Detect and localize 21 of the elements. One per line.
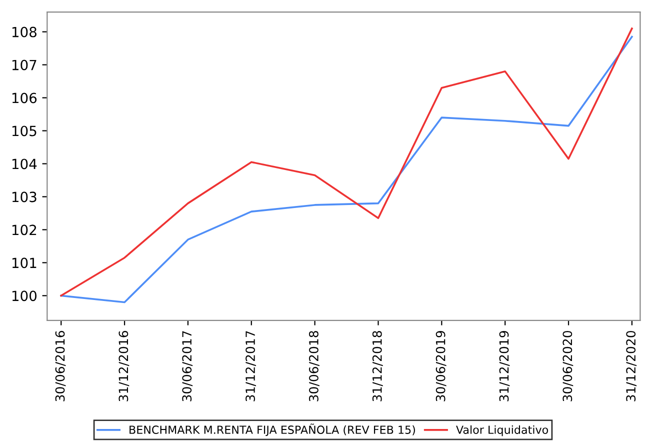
y-tick-label: 105 <box>12 126 36 136</box>
x-tick-label: 30/06/2016 <box>55 330 66 402</box>
x-tick-label: 31/12/2017 <box>246 331 256 402</box>
x-tick-label: 31/12/2019 <box>499 331 510 402</box>
legend-label: BENCHMARK M.RENTA FIJA ESPAÑOLA (REV FEB 15) <box>130 424 415 436</box>
legend-label: Valor Liquidativo <box>456 425 548 436</box>
x-tick-label: 30/06/2019 <box>436 331 446 402</box>
y-tick-label: 102 <box>12 224 36 236</box>
x-tick-label: 31/12/2020 <box>626 330 637 402</box>
x-tick-label: 31/12/2018 <box>372 330 383 402</box>
x-tick-label: 31/12/2016 <box>118 330 130 402</box>
y-tick-label: 101 <box>12 258 36 268</box>
x-tick-label: 30/06/2020 <box>562 330 574 402</box>
y-tick-label: 107 <box>12 60 36 70</box>
x-tick-label: 30/06/2017 <box>182 331 193 402</box>
y-tick-label: 108 <box>12 26 36 38</box>
y-tick-label: 104 <box>12 158 37 170</box>
y-tick-label: 100 <box>12 290 37 302</box>
y-tick-label: 106 <box>12 92 37 104</box>
y-tick-label: 103 <box>12 192 36 202</box>
x-tick-label: 30/06/2018 <box>308 330 320 402</box>
